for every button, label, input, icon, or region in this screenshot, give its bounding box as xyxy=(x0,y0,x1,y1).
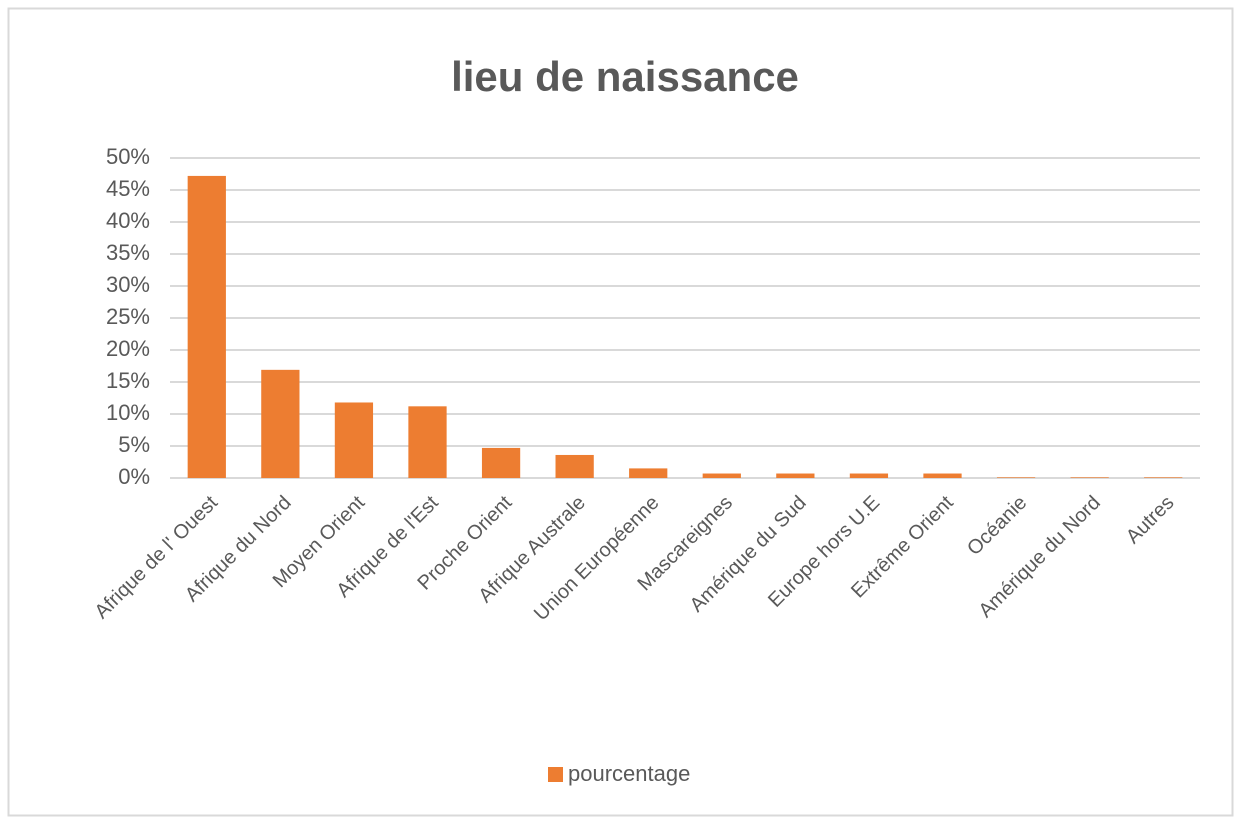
y-tick-label: 25% xyxy=(106,304,150,329)
y-tick-label: 15% xyxy=(106,368,150,393)
bar xyxy=(849,473,889,478)
y-tick-label: 30% xyxy=(106,272,150,297)
y-tick-label: 50% xyxy=(106,144,150,169)
bar xyxy=(481,447,521,478)
bar xyxy=(776,473,815,478)
y-tick-label: 5% xyxy=(118,432,150,457)
chart-title: lieu de naissance xyxy=(451,53,799,100)
bar xyxy=(1144,477,1183,478)
y-tick-label: 35% xyxy=(106,240,150,265)
legend-label: pourcentage xyxy=(568,761,690,786)
legend-swatch xyxy=(548,767,563,782)
y-tick-label: 45% xyxy=(106,176,150,201)
bar xyxy=(629,468,668,478)
bar xyxy=(555,454,594,478)
y-tick-label: 0% xyxy=(118,464,150,489)
bar xyxy=(923,473,962,478)
bar xyxy=(1070,477,1109,478)
bar xyxy=(187,175,226,479)
y-tick-label: 40% xyxy=(106,208,150,233)
y-tick-label: 10% xyxy=(106,400,150,425)
bar xyxy=(261,369,300,478)
bar xyxy=(996,477,1036,478)
bar xyxy=(334,402,374,478)
bar xyxy=(408,406,447,478)
bar xyxy=(702,473,741,478)
y-tick-label: 20% xyxy=(106,336,150,361)
